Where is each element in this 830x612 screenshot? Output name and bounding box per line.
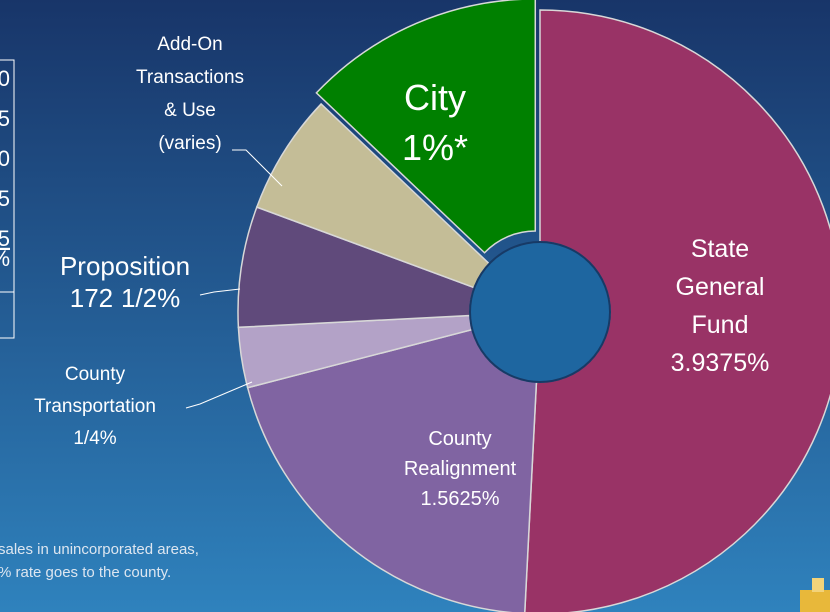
label-line: General [676,273,765,301]
label-line: Add-On [157,34,222,55]
label-line: Transportation [34,396,156,417]
footnote: % rate goes to the county. [0,564,171,581]
leader-line [199,288,241,296]
label-line: Transactions [136,67,244,88]
side-table-cell: 5 [0,106,10,131]
icon [800,578,830,612]
label-line: County [65,364,126,385]
label-line: Realignment [404,458,517,480]
slice-label: County Transportation 1/4% [34,364,156,449]
value-label: 1/2% [121,283,180,313]
side-table-cell: 0 [0,146,10,171]
slice-label: State General Fund 3.9375% [671,235,770,377]
label-line: (varies) [158,133,221,154]
slice [315,0,537,254]
donut-hole [469,241,611,383]
side-table-box [0,291,15,339]
slice-label: City 1%* [402,77,468,168]
label-line: County [428,428,491,450]
value-label: 1/4% [73,428,116,449]
label-line: City [404,77,466,118]
value-label: 1.5625% [421,488,500,510]
side-table-cell: 0 [0,66,10,91]
label-line: Fund [692,311,749,339]
label-line: 172 [70,283,113,313]
icon-lid [812,578,824,592]
label-line: State [691,235,749,263]
icon-box [800,590,830,612]
leader-line [232,149,283,187]
side-table-box [0,59,15,293]
value-label: 3.9375% [671,349,770,377]
slice-label: Add-On Transactions & Use (varies) [136,34,244,154]
slice-label: County Realignment 1.5625% [404,428,517,510]
side-table-cell: % [0,246,10,271]
value-label: 1%* [402,127,468,168]
label-line: & Use [164,100,216,121]
footnote: sales in unincorporated areas, [0,541,199,558]
side-table-cell: 5 [0,226,10,251]
leader-line [185,381,253,409]
label-line: Proposition [60,251,190,281]
slice-label: Proposition 172 1/2% [60,251,190,313]
side-table-cell: 5 [0,186,10,211]
